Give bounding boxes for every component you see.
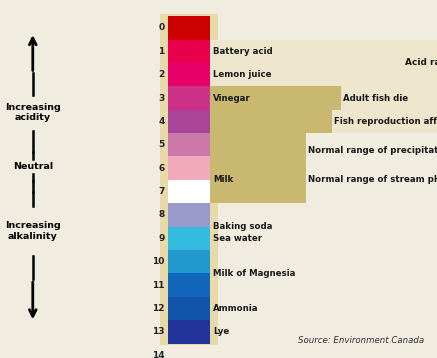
Text: Sea water: Sea water (213, 234, 262, 243)
Text: 11: 11 (152, 281, 165, 290)
Text: Fish reproduction affected: Fish reproduction affected (334, 117, 437, 126)
Text: 1: 1 (159, 47, 165, 56)
Text: Acid rain: Acid rain (405, 58, 437, 67)
Text: 13: 13 (152, 328, 165, 337)
Text: 3: 3 (159, 93, 165, 102)
Text: 5: 5 (159, 140, 165, 149)
Text: 0: 0 (159, 23, 165, 32)
Text: Baking soda: Baking soda (213, 222, 273, 231)
Text: 7: 7 (158, 187, 165, 196)
Text: Increasing
acidity: Increasing acidity (5, 103, 61, 122)
Text: Vinegar: Vinegar (213, 93, 251, 102)
Text: 12: 12 (152, 304, 165, 313)
Text: 2: 2 (159, 70, 165, 79)
Text: Normal range of stream pH: Normal range of stream pH (308, 175, 437, 184)
Text: Ammonia: Ammonia (213, 304, 259, 313)
Text: Neutral: Neutral (13, 162, 53, 171)
Text: Lye: Lye (213, 328, 229, 337)
Text: Lemon juice: Lemon juice (213, 70, 272, 79)
Text: 4: 4 (158, 117, 165, 126)
Text: 9: 9 (158, 234, 165, 243)
Text: Milk of Magnesia: Milk of Magnesia (213, 269, 296, 278)
Text: Milk: Milk (213, 175, 234, 184)
Text: 6: 6 (159, 164, 165, 173)
Text: 8: 8 (159, 211, 165, 219)
Text: 14: 14 (152, 351, 165, 358)
Text: 10: 10 (153, 257, 165, 266)
Text: Adult fish die: Adult fish die (343, 93, 408, 102)
Text: Normal range of precipitation pH: Normal range of precipitation pH (308, 146, 437, 155)
Text: Source: Environment Canada: Source: Environment Canada (298, 337, 424, 345)
Text: Battery acid: Battery acid (213, 47, 273, 56)
Text: Increasing
alkalinity: Increasing alkalinity (5, 221, 61, 241)
